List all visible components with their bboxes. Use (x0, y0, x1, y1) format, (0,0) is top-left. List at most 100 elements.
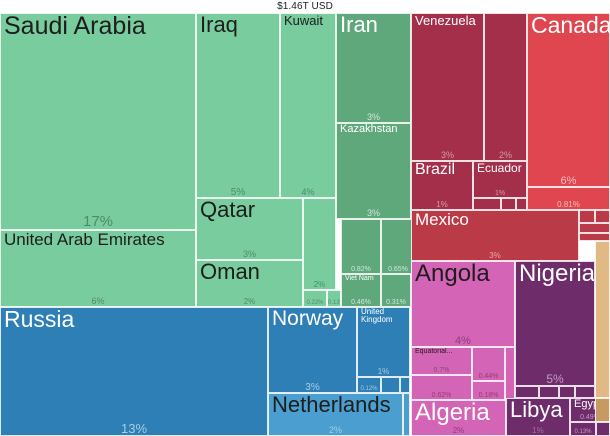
treemap-cell-na-s4[interactable] (579, 233, 610, 241)
treemap-cell-iraq[interactable]: Iraq 5% (196, 13, 280, 198)
treemap-cell-nigeria[interactable]: Nigeria 5% (515, 261, 595, 386)
treemap-cell-percent: 0.62% (431, 392, 452, 400)
treemap-cell-am-s3[interactable] (516, 198, 527, 210)
treemap-cell-label: Oman (200, 260, 260, 284)
treemap-cell-green-022[interactable]: 0.22% (303, 290, 327, 307)
treemap-cell-na-s2[interactable] (595, 210, 610, 223)
treemap-cell-equatorial[interactable]: Equatorial... 0.7% (411, 347, 472, 375)
treemap-cell-other-tan2[interactable] (595, 398, 610, 422)
treemap-cell-united-arab-emirates[interactable]: United Arab Emirates 6% (0, 230, 196, 307)
treemap-cell-angola[interactable]: Angola 4% (411, 261, 515, 347)
treemap-cell-percent: 3% (489, 251, 501, 261)
treemap-cell-canada[interactable]: Canada 6% (527, 13, 610, 187)
treemap-cell-percent: 0.44% (478, 373, 499, 381)
treemap-cell-americas-2pct[interactable]: 2% (484, 13, 527, 161)
treemap-cell-label: Qatar (200, 198, 256, 222)
treemap-cell-percent: 3% (440, 150, 454, 161)
treemap-cell-norway[interactable]: Norway 3% (268, 307, 357, 393)
treemap-cell-egypt-013[interactable]: 0.13% (570, 422, 596, 436)
treemap-cell-percent: 1% (532, 426, 544, 436)
treemap-cell-kazakhstan[interactable]: Kazakhstan 3% (336, 123, 411, 219)
treemap-cell-brazil[interactable]: Brazil 1% (411, 161, 473, 210)
treemap-plot-area: Saudi Arabia 17% United Arab Emirates 6% Ira… (0, 13, 610, 436)
treemap-cell-label: Iran (340, 13, 378, 37)
treemap-cell-label: Libya (510, 398, 563, 422)
treemap-cell-percent: 13% (120, 420, 148, 436)
treemap-cell-venezuela[interactable]: Venezuela 3% (411, 13, 484, 161)
treemap-cell-asia-082[interactable]: 0.82% (341, 219, 381, 274)
treemap-cell-nig-s2[interactable] (539, 386, 559, 398)
treemap-cell-asia-065[interactable]: 0.65% (381, 219, 415, 274)
treemap-cell-asia-031[interactable]: 0.31% (381, 274, 411, 307)
treemap-cell-percent: 3% (366, 208, 380, 219)
treemap-cell-percent: 5% (230, 187, 246, 198)
treemap-cell-nig-s3[interactable] (559, 386, 575, 398)
treemap-cell-label: Russia (4, 307, 75, 332)
treemap-cell-percent: 0.7% (433, 367, 450, 375)
treemap-cell-percent: 4% (455, 334, 471, 347)
treemap-cell-iran[interactable]: Iran 3% (336, 13, 411, 123)
treemap-cell-percent: 3% (242, 249, 256, 260)
treemap-cell-saudi-arabia[interactable]: Saudi Arabia 17% (0, 13, 196, 230)
treemap-cell-label: United Arab Emirates (4, 230, 165, 249)
treemap-cell-viet-nam[interactable]: Viet Nam 0.46% (341, 274, 381, 307)
treemap-cell-percent: 2% (313, 280, 326, 290)
treemap-cell-percent: 1% (377, 367, 390, 377)
treemap-cell-na-s1[interactable] (579, 210, 595, 223)
treemap-cell-united-kingdom[interactable]: United Kingdom 1% (357, 307, 410, 377)
treemap-cell-label: Angola (415, 261, 490, 287)
treemap-cell-label: Nigeria (519, 261, 595, 287)
treemap-cell-mexico[interactable]: Mexico 3% (411, 210, 579, 261)
treemap-cell-qatar[interactable]: Qatar 3% (196, 198, 303, 260)
treemap-cell-netherlands[interactable]: Netherlands 2% (268, 393, 403, 436)
treemap-cell-label: Saudi Arabia (4, 13, 146, 40)
treemap-cell-percent: 1% (436, 200, 448, 210)
treemap-cell-afr-s1[interactable] (505, 347, 515, 400)
treemap-cell-percent: 2% (243, 297, 256, 307)
treemap-cell-green-013[interactable]: 0.13% (327, 290, 341, 307)
treemap-cell-afr-044[interactable]: 0.44% (472, 347, 505, 381)
treemap-cell-nig-s1[interactable] (515, 386, 539, 398)
treemap-cell-label: Mexico (415, 210, 469, 229)
treemap-cell-label: Ecuador (477, 161, 522, 175)
treemap-cell-percent: 6% (91, 296, 105, 307)
treemap-cell-nig-s4[interactable] (575, 386, 595, 398)
treemap-cell-label: Algeria (415, 400, 490, 426)
treemap-cell-other-tan[interactable] (595, 241, 610, 398)
treemap-cell-label: Brazil (415, 161, 456, 178)
treemap-cell-libya[interactable]: Libya 1% (506, 398, 570, 436)
treemap-cell-eu-s1[interactable] (381, 377, 400, 393)
treemap-cell-percent: 0.81% (557, 200, 580, 210)
treemap-cell-label: Norway (272, 307, 344, 330)
treemap-cell-percent: 1% (494, 190, 506, 198)
treemap-cell-canada-081[interactable]: 0.81% (527, 187, 610, 210)
treemap-cell-label: Venezuela (415, 13, 476, 28)
treemap-cell-kuwait[interactable]: Kuwait 4% (280, 13, 336, 198)
treemap-cell-label: Kuwait (284, 13, 324, 28)
treemap-cell-percent: 2% (452, 426, 465, 436)
treemap-cell-am-s2[interactable] (501, 198, 516, 210)
treemap-cell-am-s1[interactable] (473, 198, 501, 210)
treemap-cell-uk-012[interactable]: 0.12% (357, 377, 381, 393)
treemap-cell-eu-s3[interactable] (403, 393, 410, 436)
treemap-cell-label: Iraq (200, 13, 238, 37)
treemap-cell-russia[interactable]: Russia 13% (0, 307, 268, 436)
treemap-cell-label: Kazakhstan (340, 123, 398, 135)
treemap-cell-percent: 0.13% (328, 300, 340, 307)
treemap-cell-percent: 0.82% (351, 266, 371, 274)
treemap-cell-percent: 3% (366, 112, 380, 123)
treemap-cell-percent: 0.18% (478, 392, 499, 400)
treemap-cell-eu-s2[interactable] (400, 377, 410, 393)
treemap-cell-afr-062[interactable]: 0.62% (411, 375, 472, 400)
treemap-cell-ecuador[interactable]: Ecuador 1% (473, 161, 527, 198)
treemap-cell-egypt-s2[interactable] (596, 422, 610, 436)
treemap-cell-percent: 2% (498, 150, 512, 161)
treemap-cell-afr-018[interactable]: 0.18% (472, 381, 505, 400)
treemap-cell-green-2pct[interactable]: 2% (303, 198, 336, 290)
treemap-cell-percent: 0.12% (360, 386, 378, 393)
treemap-cell-label: Netherlands (272, 393, 391, 417)
treemap-cell-oman[interactable]: Oman 2% (196, 260, 303, 307)
treemap-cell-algeria[interactable]: Algeria 2% (411, 400, 506, 436)
treemap-cell-na-s3[interactable] (579, 223, 610, 233)
